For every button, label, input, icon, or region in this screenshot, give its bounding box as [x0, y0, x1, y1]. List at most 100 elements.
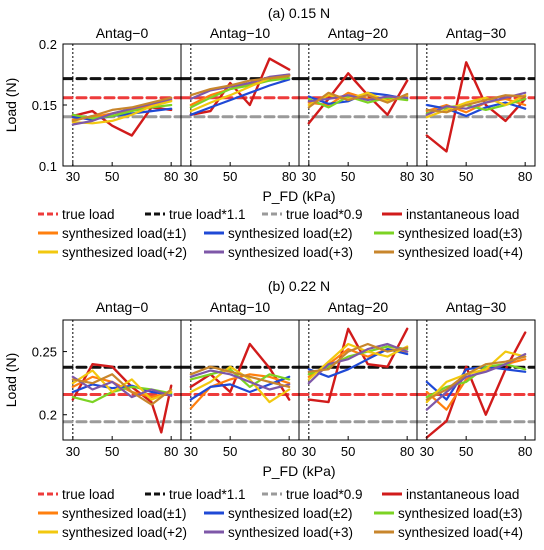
series-line-synthesized-load-2-	[425, 365, 527, 401]
series-line-synthesized-load-3-	[307, 95, 409, 109]
series-line-synthesized-load-4-	[307, 91, 409, 109]
x-tick-label: 30	[420, 444, 434, 459]
series-line-synthesized-load-4-	[425, 355, 527, 401]
y-axis-label: Load (N)	[3, 353, 19, 407]
legend-label: instantaneous load	[406, 207, 519, 222]
chart-title: (a) 0.15 N	[268, 5, 330, 21]
x-tick-label: 50	[105, 444, 119, 459]
legend: true load true load*1.1 true load*0.9 insta…	[38, 207, 523, 260]
series-line-synthesized-load-3-	[425, 353, 527, 411]
x-tick-label: 80	[282, 169, 296, 184]
panel-1	[63, 320, 183, 440]
series-line-synthesized-load-2-	[71, 107, 173, 121]
x-tick-label: 30	[302, 444, 316, 459]
panel-label: Antag−30	[446, 299, 507, 315]
x-tick-label: 80	[164, 444, 178, 459]
legend-label: synthesized load(±2)	[228, 506, 352, 521]
legend-label: true load*0.9	[286, 207, 363, 222]
legend-label: true load*1.1	[169, 207, 246, 222]
series-line-instantaneous-load	[189, 57, 291, 117]
series-line-synthesized-load-4-	[71, 373, 173, 406]
series-line-instantaneous-load	[307, 327, 409, 404]
plot-frame	[62, 319, 536, 441]
x-axis-label: P_FD (kPa)	[262, 188, 335, 204]
series-line-synthesized-load-4-	[425, 94, 527, 114]
legend-label: synthesized load(±1)	[62, 506, 186, 521]
x-tick-label: 50	[459, 444, 473, 459]
series-line-synthesized-load-3-	[307, 342, 409, 385]
series-line-synthesized-load-3-	[425, 91, 527, 116]
legend-label: synthesized load(±2)	[228, 226, 352, 241]
panel-4	[415, 44, 535, 166]
legend-label: synthesized load(±1)	[62, 226, 186, 241]
x-tick-label: 30	[184, 444, 198, 459]
x-tick-label: 50	[459, 169, 473, 184]
panel-label: Antag−10	[210, 299, 271, 315]
legend-label: synthesized load(+4)	[398, 525, 523, 540]
chart-a: (a) 0.15 N Antag−0 30 50 80 Antag−10 30 50 80 Ant…	[3, 5, 536, 260]
x-tick-label: 80	[400, 444, 414, 459]
x-tick-label: 50	[223, 444, 237, 459]
panel-1	[63, 44, 183, 166]
panel-4	[415, 320, 535, 440]
chart-b: (b) 0.22 N Antag−0 30 50 80 Antag−10 30 50 80 Ant…	[3, 278, 536, 540]
y-tick-label: 0.2	[39, 37, 57, 52]
legend-label: synthesized load(±3)	[398, 226, 522, 241]
x-tick-label: 80	[400, 169, 414, 184]
x-tick-label: 50	[341, 444, 355, 459]
chart-title: (b) 0.22 N	[268, 278, 330, 294]
x-tick-label: 30	[302, 169, 316, 184]
x-tick-label: 80	[282, 444, 296, 459]
series-line-synthesized-load-3-	[189, 77, 291, 109]
y-tick-label: 0.25	[32, 345, 57, 360]
legend-label: true load	[62, 487, 115, 502]
x-tick-label: 80	[518, 444, 532, 459]
series-line-synthesized-load-3-	[189, 369, 291, 391]
x-tick-label: 50	[341, 169, 355, 184]
series-line-instantaneous-load	[425, 61, 527, 153]
x-tick-label: 80	[164, 169, 178, 184]
y-tick-label: 0.2	[39, 408, 57, 423]
x-tick-label: 30	[66, 444, 80, 459]
x-tick-label: 30	[66, 169, 80, 184]
panel-label: Antag−20	[328, 299, 389, 315]
y-tick-label: 0.1	[39, 159, 57, 174]
panel-label: Antag−30	[446, 25, 507, 41]
x-tick-label: 30	[420, 169, 434, 184]
x-tick-label: 50	[105, 169, 119, 184]
panel-label: Antag−0	[96, 299, 149, 315]
series-line-synthesized-load-2-	[71, 369, 173, 401]
legend-label: synthesized load(+2)	[62, 245, 187, 260]
series-line-synthesized-load-3-	[71, 97, 173, 126]
series-line-synthesized-load-4-	[189, 365, 291, 388]
series-line-synthesized-load-2-	[189, 365, 291, 404]
y-tick-label: 0.15	[32, 98, 57, 113]
series-line-synthesized-load-3-	[71, 375, 173, 399]
legend-label: synthesized load(+3)	[228, 245, 353, 260]
legend-label: true load*1.1	[169, 487, 246, 502]
panel-label: Antag−10	[210, 25, 271, 41]
legend-label: synthesized load(±3)	[398, 506, 522, 521]
series-line-synthesized-load-4-	[307, 342, 409, 373]
legend-label: true load	[62, 207, 115, 222]
series-line-synthesized-load-2-	[425, 350, 527, 404]
panel-2	[179, 320, 301, 440]
x-tick-label: 80	[518, 169, 532, 184]
series-line-synthesized-load-4-	[71, 96, 173, 123]
series-line-synthesized-load-2-	[71, 100, 173, 125]
x-tick-label: 50	[223, 169, 237, 184]
legend-label: instantaneous load	[406, 487, 519, 502]
panel-3	[297, 320, 419, 440]
series-line-synthesized-load-2-	[189, 78, 291, 116]
legend: true load true load*1.1 true load*0.9 insta…	[38, 487, 523, 540]
panel-3	[297, 44, 419, 166]
y-axis-label: Load (N)	[3, 78, 19, 132]
legend-label: synthesized load(+3)	[228, 525, 353, 540]
series-line-instantaneous-load	[189, 342, 291, 401]
x-axis-label: P_FD (kPa)	[262, 463, 335, 479]
x-tick-label: 30	[184, 169, 198, 184]
legend-label: true load*0.9	[286, 487, 363, 502]
legend-label: synthesized load(+4)	[398, 245, 523, 260]
series-line-synthesized-load-3-	[189, 73, 291, 101]
